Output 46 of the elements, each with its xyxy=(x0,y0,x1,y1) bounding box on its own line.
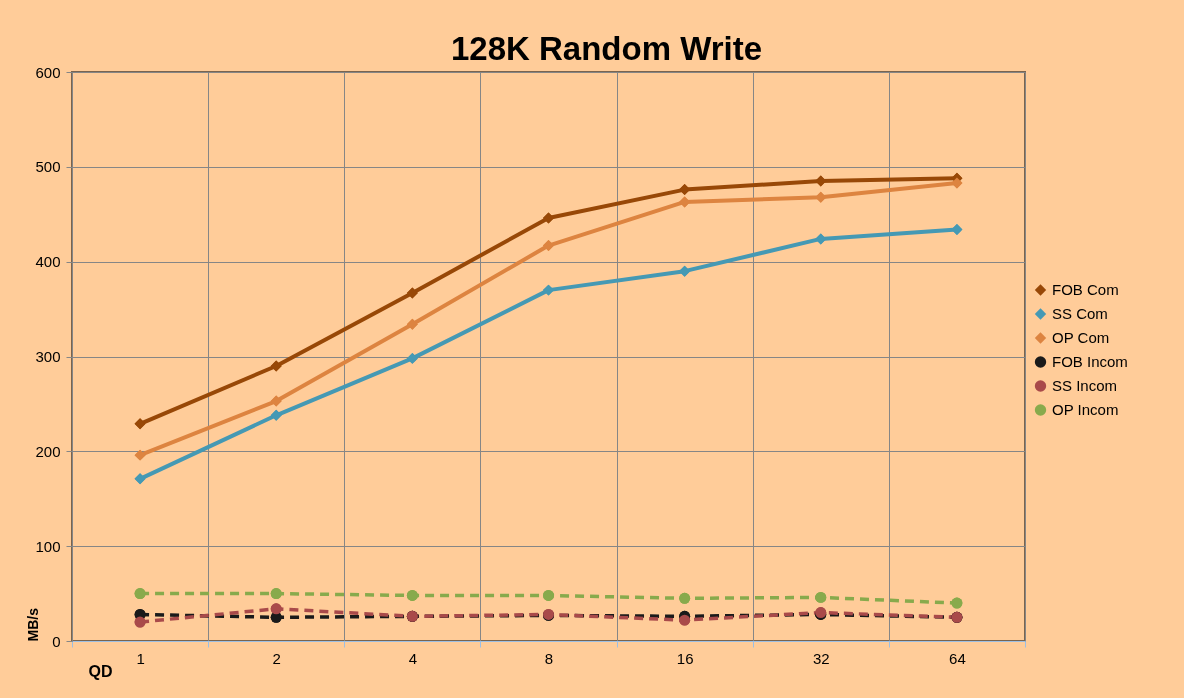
y-tick-label: 600 xyxy=(35,63,61,81)
legend-label: SS Incom xyxy=(1052,377,1118,395)
y-tick-label: 100 xyxy=(35,537,61,555)
point xyxy=(134,418,146,430)
x-tick-label: 16 xyxy=(676,649,694,667)
point xyxy=(679,614,691,626)
point xyxy=(543,212,554,224)
point xyxy=(951,597,963,609)
point xyxy=(543,240,554,252)
point xyxy=(679,592,691,604)
y-tick-label: 400 xyxy=(35,253,61,271)
y-axis-title: MB/s xyxy=(24,607,41,642)
x-tick-label: 1 xyxy=(136,649,145,667)
point xyxy=(543,284,554,296)
chart-title: 128K Random Write xyxy=(450,30,763,67)
x-tick-label: 2 xyxy=(272,649,281,667)
point xyxy=(270,360,282,372)
x-tick-label: 4 xyxy=(408,649,418,667)
point xyxy=(679,265,691,277)
point xyxy=(270,588,282,600)
point xyxy=(406,352,418,364)
x-tick-label: 8 xyxy=(544,649,554,667)
y-tick-label: 300 xyxy=(35,348,61,365)
y-tick-label: 500 xyxy=(35,158,61,176)
point xyxy=(406,590,418,601)
legend-label: FOB Com xyxy=(1052,281,1119,299)
legend-label: SS Com xyxy=(1052,305,1108,323)
point xyxy=(270,395,282,407)
y-tick-label: 200 xyxy=(35,442,61,460)
x-tick-label: 32 xyxy=(812,649,830,667)
point xyxy=(270,603,282,615)
legend-label: FOB Incom xyxy=(1052,353,1128,371)
point xyxy=(406,318,418,330)
point xyxy=(270,409,282,421)
point xyxy=(406,287,418,299)
y-tick-label: 0 xyxy=(52,632,61,650)
point xyxy=(134,616,146,628)
x-axis-title: QD xyxy=(88,662,113,680)
point xyxy=(134,588,146,600)
point xyxy=(815,591,827,603)
point xyxy=(543,590,554,601)
legend-label: OP Com xyxy=(1052,329,1110,347)
x-tick-label: 64 xyxy=(949,649,966,667)
point xyxy=(134,449,146,461)
legend-label: OP Incom xyxy=(1052,401,1119,419)
point xyxy=(134,473,146,485)
